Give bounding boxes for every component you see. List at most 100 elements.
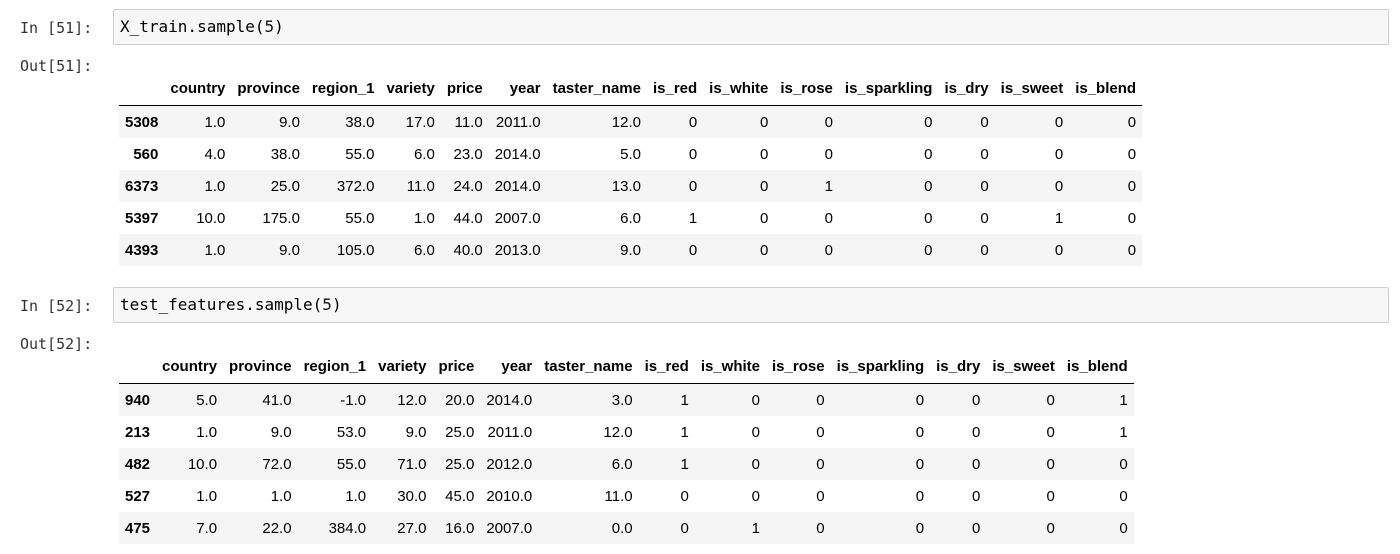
table-cell: 0 [680, 519, 689, 537]
row-index: 560 [133, 145, 159, 163]
table-cell: 53.0 [336, 423, 367, 441]
column-header: year [488, 71, 547, 106]
column-header: is_white [694, 349, 767, 384]
table-cell: 10.0 [187, 455, 218, 473]
table-cell: 0 [1054, 113, 1064, 131]
table-cell: 38.0 [345, 113, 375, 131]
table-cell: 0 [688, 145, 698, 163]
column-header: is_sparkling [830, 349, 931, 384]
row-index: 475 [125, 519, 151, 537]
table-cell: 1.0 [345, 487, 367, 505]
table-cell: 30.0 [397, 487, 427, 505]
column-header: is_red [638, 349, 695, 384]
table-cell: 1 [680, 455, 689, 473]
column-header: variety [372, 349, 433, 384]
table-cell: 23.0 [453, 145, 483, 163]
table-cell: 2014.0 [486, 391, 533, 409]
row-index: 5397 [125, 209, 159, 227]
code-paren-close: ) [331, 295, 342, 314]
code-paren-open: ( [254, 17, 265, 36]
table-cell: 40.0 [453, 241, 483, 259]
column-header: country [164, 71, 232, 106]
table-cell: 1 [680, 423, 689, 441]
column-header: is_blend [1060, 349, 1134, 384]
table-cell: 25.0 [270, 177, 300, 195]
column-header: is_dry [938, 71, 995, 106]
column-header: year [480, 349, 539, 384]
table-cell: 25.0 [445, 455, 475, 473]
table-cell: 0 [924, 177, 933, 195]
table-cell: 1.0 [204, 113, 226, 131]
table-cell: 0 [980, 113, 989, 131]
table-cell: 0 [924, 209, 933, 227]
table-cell: 0 [1054, 145, 1064, 163]
table-cell: 0 [751, 455, 761, 473]
table-cell: 11.0 [454, 113, 483, 131]
table-cell: 1 [680, 391, 689, 409]
table-row: 5397 10.0 175.0 55.0 1.0 44.0 2007.0 6.0 1 0 0 0 0 1 0 [119, 202, 1143, 234]
table-cell: 0 [1119, 519, 1128, 537]
table-cell: 0 [1127, 209, 1137, 227]
table-cell: 44.0 [453, 209, 483, 227]
table-cell: 20.0 [445, 391, 475, 409]
table-cell: 0 [924, 145, 933, 163]
table-row: 6373 1.0 25.0 372.0 11.0 24.0 2014.0 13.0 0 0 1 0 0 0… [119, 170, 1143, 202]
table-cell: 0 [760, 209, 769, 227]
table-cell: 0 [1046, 487, 1055, 505]
index-header [119, 71, 165, 106]
table-cell: 22.0 [262, 519, 292, 537]
dataframe-output-51: country province region_1 variety price year t… [119, 71, 1143, 266]
table-cell: 0 [980, 145, 989, 163]
code-arg: 5 [264, 17, 275, 36]
code-paren-open: ( [312, 295, 323, 314]
table-cell: 5.0 [620, 145, 641, 163]
column-header: province [223, 349, 298, 384]
table-cell: 25.0 [445, 423, 475, 441]
table-cell: 1 [1054, 209, 1064, 227]
column-header: taster_name [546, 71, 647, 106]
table-cell: 2010.0 [486, 487, 533, 505]
code-paren-close: ) [274, 17, 284, 36]
column-header: is_sweet [986, 349, 1061, 384]
table-cell: 16.0 [445, 519, 475, 537]
table-cell: 55.0 [345, 209, 375, 227]
table-cell: 0 [824, 113, 833, 131]
table-cell: 105.0 [336, 241, 375, 259]
table-cell: 0 [760, 177, 769, 195]
table-cell: 0 [760, 145, 769, 163]
table-cell: 2013.0 [494, 241, 541, 259]
table-cell: 1.0 [270, 487, 292, 505]
table-cell: 27.0 [397, 519, 427, 537]
table-row: 5308 1.0 9.0 38.0 17.0 11.0 2011.0 12.0 0 0 0 0 0 0 0 [119, 105, 1143, 138]
column-header: price [440, 71, 489, 106]
table-cell: 0 [1054, 177, 1064, 195]
table-cell: 0 [1046, 519, 1055, 537]
table-cell: 2007.0 [486, 519, 533, 537]
table-cell: 0 [680, 487, 689, 505]
in-prompt-52: In [52]: [20, 297, 93, 315]
column-header: is_red [646, 71, 704, 106]
table-cell: 6.0 [611, 455, 633, 473]
code-input-52[interactable]: test_features.sample(5) [113, 287, 1389, 323]
code-input-51[interactable]: X_train.sample(5) [113, 9, 1389, 45]
table-cell: 2011.0 [487, 423, 533, 441]
table-cell: 0 [1046, 423, 1055, 441]
table-cell: 9.0 [279, 113, 300, 131]
table-cell: 6.0 [620, 209, 641, 227]
table-cell: 372.0 [336, 177, 375, 195]
table-cell: 1 [1119, 423, 1128, 441]
table-cell: 1.0 [204, 241, 226, 259]
column-header: variety [380, 71, 441, 106]
column-header: province [231, 71, 306, 106]
table-cell: 0 [1119, 487, 1128, 505]
column-header: is_rose [766, 349, 831, 384]
table-cell: 6.0 [413, 241, 435, 259]
row-index: 482 [125, 455, 151, 473]
table-cell: 6.0 [413, 145, 435, 163]
table-cell: 7.0 [196, 519, 218, 537]
table-cell: 0 [816, 519, 825, 537]
index-header [119, 349, 157, 384]
table-cell: 0 [1054, 241, 1064, 259]
column-header: country [156, 349, 224, 384]
table-cell: 2014.0 [494, 145, 541, 163]
